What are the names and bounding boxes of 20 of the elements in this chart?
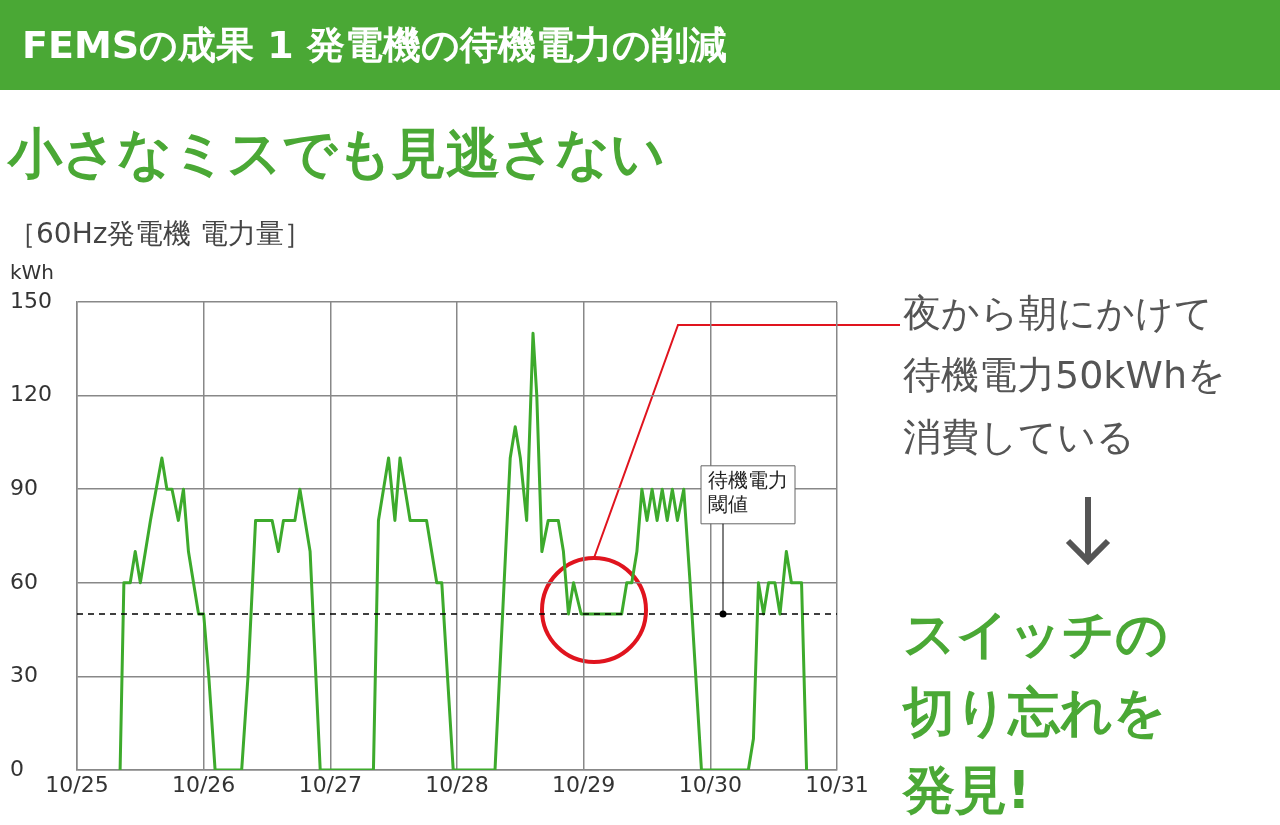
ref-line-label: 待機電力閾値 (708, 468, 788, 516)
y-tick-label: 120 (10, 381, 52, 407)
y-tick-label: 90 (10, 474, 38, 500)
chart-title: FEMSの成果 1 発電機の待機電力の削減 (0, 0, 1280, 90)
x-tick-label: 10/31 (805, 771, 869, 797)
text: 夜から朝にかけて待機電力50kWhを消費している (903, 290, 1228, 461)
x-tick-label: 10/28 (425, 771, 489, 797)
x-tick-label: 10/30 (678, 771, 743, 797)
x-tick-label: 10/27 (298, 771, 363, 797)
text: ［60Hz発電機 電力量］ (8, 216, 313, 252)
y-tick-label: 60 (10, 568, 38, 594)
y-tick-label: 150 (10, 287, 52, 313)
chart-subtitle: 小さなミスでも見逃さない (8, 121, 665, 187)
x-tick-label: 10/25 (45, 771, 109, 797)
x-tick-label: 10/29 (551, 771, 616, 797)
y-tick-label: 0 (10, 755, 24, 781)
x-tick-label: 10/26 (171, 771, 236, 797)
text: スイッチの切り忘れを発見! (903, 603, 1169, 822)
y-axis-title: kWh (10, 260, 55, 285)
y-tick-label: 30 (10, 662, 38, 688)
